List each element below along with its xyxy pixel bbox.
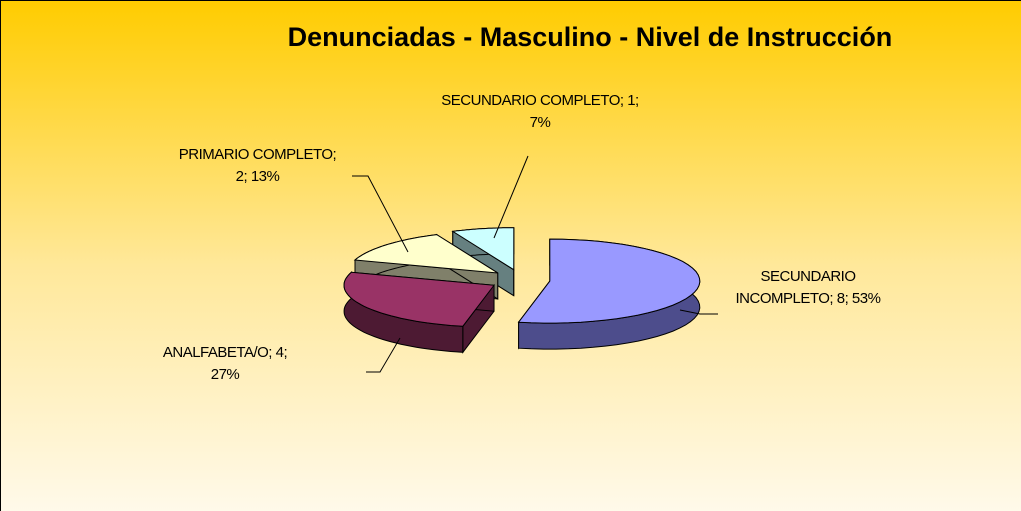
chart-title: Denunciadas - Masculino - Nivel de Instr… <box>287 22 893 52</box>
slice <box>451 227 515 271</box>
leader-line <box>366 337 401 373</box>
pie <box>343 227 701 354</box>
slice <box>353 234 498 274</box>
data-label: SECUNDARIO COMPLETO; 1; 7% <box>441 92 639 131</box>
data-label: SECUNDARIO INCOMPLETO; 8; 53% <box>735 268 881 307</box>
leaders <box>352 155 718 373</box>
data-label: ANALFABETA/O; 4; 27% <box>162 344 288 383</box>
slice <box>343 271 495 354</box>
leader-line <box>493 155 529 239</box>
slice <box>343 271 495 327</box>
slice <box>517 238 701 350</box>
leader-line <box>352 175 409 253</box>
leader-line <box>679 309 718 315</box>
data-label: PRIMARIO COMPLETO; 2; 13% <box>178 146 337 185</box>
slice <box>517 238 701 324</box>
